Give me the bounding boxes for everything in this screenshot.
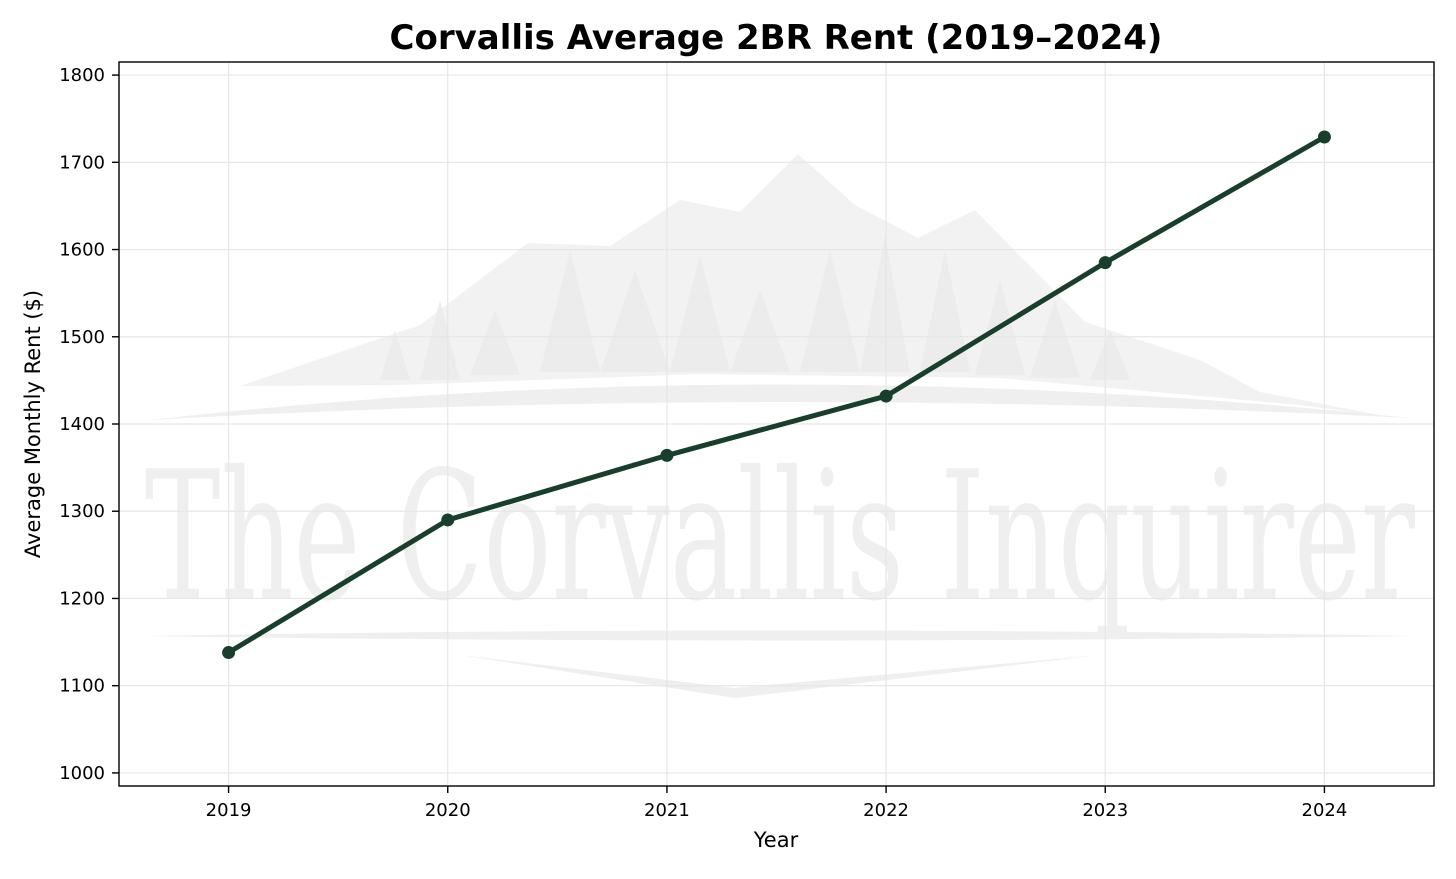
series-layer [222,130,1331,660]
axis-ticks: 2019 2020 2021 2022 2023 2024 1000 1100 1200 1300… [59,65,1347,821]
y-tick-label: 1000 [59,763,105,784]
x-tick-label: 2024 [1302,800,1348,821]
data-point [660,448,674,462]
y-tick-label: 1300 [59,501,105,522]
y-tick-label: 1100 [59,676,105,697]
y-axis-label: Average Monthly Rent ($) [21,290,45,558]
x-tick-label: 2022 [863,800,909,821]
watermark-lower-swoosh [140,630,1420,641]
x-tick-label: 2023 [1082,800,1128,821]
data-point [879,389,893,403]
plot-frame [118,61,1435,787]
data-point [222,646,236,660]
x-tick-label: 2020 [425,800,471,821]
y-tick-label: 1800 [59,65,105,86]
y-tick-label: 1200 [59,588,105,609]
y-tick-label: 1700 [59,152,105,173]
x-tick-label: 2021 [644,800,690,821]
data-point [1317,130,1331,144]
chart-title: Corvallis Average 2BR Rent (2019–2024) [390,18,1163,58]
series-line [226,134,1327,656]
x-axis-label: Year [753,828,799,852]
data-point [1098,256,1112,270]
watermark-upper-swoosh [150,384,1410,420]
data-point [441,513,455,527]
watermark-bottom-chevron [460,655,1100,698]
y-tick-label: 1600 [59,240,105,261]
watermark-text: The Corvallis Inquirer [145,433,1416,640]
x-tick-label: 2019 [206,800,252,821]
y-tick-label: 1500 [59,327,105,348]
y-tick-label: 1400 [59,414,105,435]
